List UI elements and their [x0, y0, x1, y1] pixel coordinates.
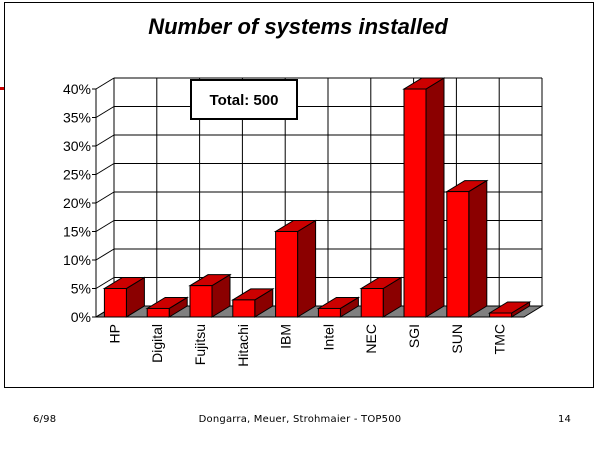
bar-side — [425, 77, 445, 318]
bar-front — [403, 88, 427, 318]
bar — [188, 273, 232, 318]
x-tick-label: Fujitsu — [192, 324, 208, 365]
gridline-depth — [95, 248, 115, 261]
x-tick-label: Intel — [320, 324, 336, 350]
y-tick-label: 10% — [63, 252, 91, 268]
bars — [102, 77, 532, 318]
bar-front — [360, 288, 384, 318]
x-tick-label: IBM — [278, 324, 294, 349]
bar — [273, 219, 318, 318]
bar-front — [103, 288, 127, 318]
bar-chart: Number of systems installed 0% 5% 10% 15% 20… — [63, 14, 544, 367]
annotation-text: Total: 500 — [210, 92, 279, 109]
bar-front — [489, 312, 513, 318]
bar-front — [317, 307, 341, 318]
bar — [102, 276, 147, 318]
gridline-depth — [95, 77, 115, 90]
gridline-depth — [95, 163, 115, 175]
x-tick-label: TMC — [492, 324, 508, 354]
bar — [231, 288, 275, 318]
x-tick-label: Digital — [149, 324, 165, 363]
y-axis: 0% 5% 10% 15% 20% 25% 30% 35% 40% — [63, 81, 524, 325]
bar-side — [297, 219, 317, 318]
bar — [359, 276, 403, 318]
bar-front — [146, 307, 170, 318]
footer-authors: Dongarra, Meuer, Strohmaier - TOP500 — [198, 414, 402, 425]
bar — [445, 179, 489, 318]
x-tick-label: NEC — [363, 324, 379, 354]
x-tick-label: Hitachi — [235, 324, 251, 367]
slide-edge-mark — [0, 87, 4, 90]
gridline-depth — [95, 191, 115, 204]
bar-front — [275, 231, 299, 318]
gridline-depth — [95, 220, 115, 232]
y-tick-label: 25% — [63, 167, 91, 183]
footer-page-number: 14 — [558, 414, 572, 425]
y-tick-label: 20% — [63, 195, 91, 211]
bar-front — [232, 299, 256, 318]
y-tick-label: 5% — [71, 281, 91, 297]
bar-front — [446, 191, 470, 318]
y-tick-label: 30% — [63, 138, 91, 154]
gridline-depth — [95, 277, 115, 289]
x-tick-label: SUN — [449, 324, 465, 354]
bar-side — [468, 179, 488, 318]
total-annotation: Total: 500 — [190, 79, 298, 120]
x-axis-labels: HP Digital Fujitsu Hitachi IBM Intel NEC SGI SUN… — [106, 324, 507, 367]
x-tick-label: HP — [106, 324, 122, 343]
chart-frame — [4, 2, 594, 388]
x-tick-label: SGI — [406, 324, 422, 348]
annotation-box — [190, 79, 298, 120]
bar — [487, 301, 532, 318]
bar — [402, 77, 446, 318]
y-tick-label: 40% — [63, 81, 91, 97]
bar-front — [189, 285, 213, 318]
bar — [316, 296, 361, 318]
footer-date: 6/98 — [33, 414, 57, 425]
y-tick-label: 35% — [63, 110, 91, 126]
bar — [145, 296, 189, 318]
y-tick-label: 0% — [71, 309, 91, 325]
gridline-depth — [95, 134, 115, 147]
gridline-depth — [95, 106, 115, 118]
chart-title: Number of systems installed — [148, 14, 448, 39]
y-tick-label: 15% — [63, 224, 91, 240]
